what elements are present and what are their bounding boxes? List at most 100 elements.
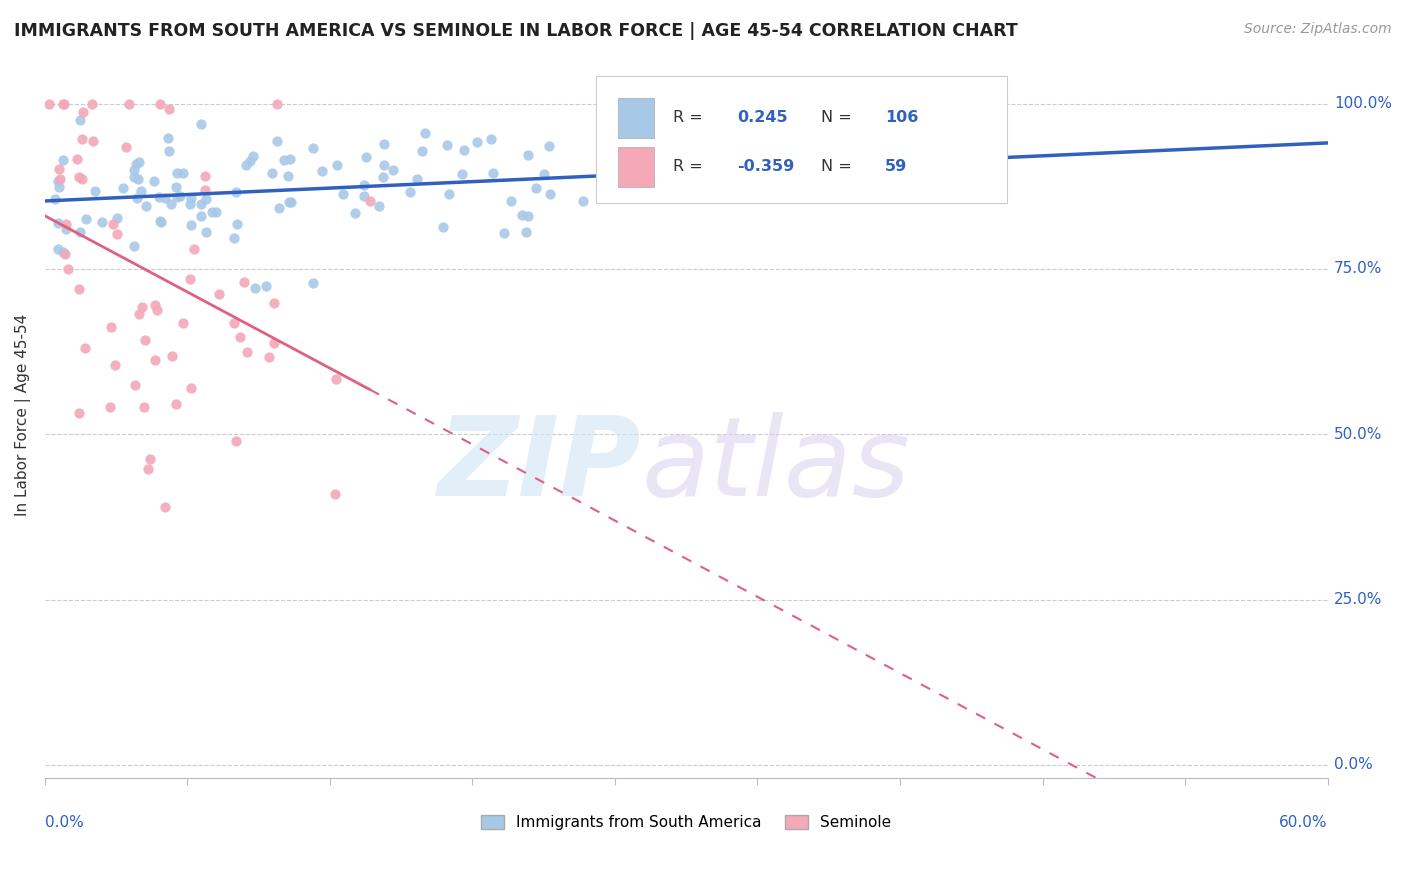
Point xyxy=(190,117,212,131)
Point xyxy=(82,134,104,148)
Point xyxy=(373,137,395,152)
Point xyxy=(73,341,96,355)
Point xyxy=(172,166,194,180)
Legend: Immigrants from South America, Seminole: Immigrants from South America, Seminole xyxy=(475,809,897,836)
Text: R =: R = xyxy=(673,160,709,174)
Point xyxy=(66,152,89,166)
Point xyxy=(67,406,90,420)
Point xyxy=(165,179,187,194)
Text: 0.245: 0.245 xyxy=(738,111,789,126)
Point xyxy=(67,283,90,297)
Point xyxy=(48,180,70,194)
Point xyxy=(413,126,436,140)
FancyBboxPatch shape xyxy=(596,76,1007,203)
Point xyxy=(69,225,91,239)
Point xyxy=(354,150,377,164)
Point xyxy=(236,345,259,359)
Point xyxy=(82,96,104,111)
Point xyxy=(124,169,146,184)
Point xyxy=(157,103,180,117)
Point xyxy=(105,211,128,225)
Point xyxy=(266,134,288,148)
Point xyxy=(190,197,212,211)
Point xyxy=(48,242,70,256)
Point xyxy=(517,148,540,162)
Point xyxy=(436,137,458,152)
Point xyxy=(149,214,172,228)
Point xyxy=(179,197,201,211)
Point xyxy=(155,500,177,514)
Point xyxy=(263,336,285,351)
Point xyxy=(72,104,94,119)
Point xyxy=(53,96,76,111)
Point xyxy=(233,275,256,289)
Point xyxy=(229,330,252,344)
FancyBboxPatch shape xyxy=(619,146,654,186)
Point xyxy=(479,131,502,145)
Point xyxy=(135,199,157,213)
Point xyxy=(239,153,262,168)
Point xyxy=(159,197,181,211)
Text: ZIP: ZIP xyxy=(437,412,641,519)
Point xyxy=(129,184,152,198)
Point xyxy=(98,400,121,414)
Point xyxy=(201,205,224,219)
Point xyxy=(277,169,299,184)
Point xyxy=(52,96,75,111)
Point xyxy=(127,171,149,186)
Point xyxy=(399,185,422,199)
Point xyxy=(537,139,560,153)
Point xyxy=(122,239,145,253)
Point xyxy=(439,186,461,201)
Point xyxy=(481,166,503,180)
Point xyxy=(628,147,651,161)
Point xyxy=(156,131,179,145)
Point xyxy=(353,178,375,192)
Text: N =: N = xyxy=(821,111,856,126)
Point xyxy=(501,194,523,209)
Point xyxy=(344,206,367,220)
Point xyxy=(169,189,191,203)
Point xyxy=(180,218,202,232)
Point xyxy=(44,192,66,206)
Text: Source: ZipAtlas.com: Source: ZipAtlas.com xyxy=(1244,22,1392,37)
Text: 0.0%: 0.0% xyxy=(45,814,83,830)
Point xyxy=(136,461,159,475)
Point xyxy=(510,207,533,221)
Point xyxy=(90,215,112,229)
Point xyxy=(263,295,285,310)
Point xyxy=(224,316,246,330)
Text: 100.0%: 100.0% xyxy=(1334,96,1392,112)
Point xyxy=(353,189,375,203)
Point xyxy=(524,181,547,195)
Point xyxy=(243,281,266,295)
Point xyxy=(118,96,141,111)
Point xyxy=(226,217,249,231)
Text: 25.0%: 25.0% xyxy=(1334,592,1382,607)
Point xyxy=(277,194,299,209)
Point xyxy=(538,186,561,201)
Point xyxy=(465,136,488,150)
Point xyxy=(325,372,347,386)
Text: 50.0%: 50.0% xyxy=(1334,426,1382,442)
Point xyxy=(592,186,614,201)
Point xyxy=(38,96,60,111)
Point xyxy=(125,191,148,205)
Point xyxy=(180,191,202,205)
Point xyxy=(195,192,218,206)
Point xyxy=(571,194,593,209)
Point xyxy=(450,167,472,181)
Point xyxy=(172,316,194,330)
Text: IMMIGRANTS FROM SOUTH AMERICA VS SEMINOLE IN LABOR FORCE | AGE 45-54 CORRELATION: IMMIGRANTS FROM SOUTH AMERICA VS SEMINOL… xyxy=(14,22,1018,40)
Point xyxy=(269,202,291,216)
Point xyxy=(956,161,979,175)
Point xyxy=(128,155,150,169)
Point xyxy=(367,199,389,213)
Point xyxy=(359,194,381,208)
Point xyxy=(53,247,76,261)
Point xyxy=(371,169,394,184)
Text: -0.359: -0.359 xyxy=(738,160,794,174)
Point xyxy=(254,279,277,293)
Point xyxy=(143,174,166,188)
Point xyxy=(146,302,169,317)
